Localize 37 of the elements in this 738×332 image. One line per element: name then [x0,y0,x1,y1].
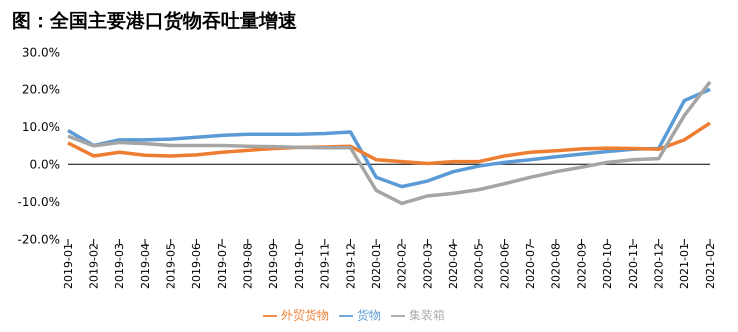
x-tick-label: 2020-01 [370,243,383,289]
x-tick-label: 2019-01 [62,243,75,289]
x-tick-label: 2020-02 [396,243,409,289]
x-tick-label: 2020-12 [652,243,666,289]
x-tick-label: 2020-08 [550,243,563,289]
x-tick-label: 2020-04 [447,243,460,289]
x-tick-label: 2019-06 [190,243,204,289]
x-tick-label: 2019-08 [242,243,255,289]
y-tick-label: 0.0% [30,157,60,172]
x-tick-label: 2019-11 [318,243,332,289]
x-tick-label: 2020-07 [524,243,538,289]
x-tick-label: 2020-10 [601,243,614,289]
x-tick-label: 2019-09 [267,243,280,289]
x-tick-label: 2019-04 [138,243,152,289]
x-tick-label: 2020-05 [472,243,486,289]
x-tick-label: 2020-11 [626,243,640,289]
chart-title: 图：全国主要港口货物吞吐量增速 [12,9,298,34]
x-tick-label: 2020-03 [421,243,434,289]
x-tick-label: 2019-03 [113,243,126,289]
x-tick-label: 2020-06 [498,243,512,289]
x-tick-label: 2019-12 [344,243,358,289]
line-series [66,80,712,206]
legend-label: 货物 [357,308,381,322]
y-tick-label: 10.0% [22,120,60,134]
y-tick-label: -10.0% [18,194,60,209]
y-tick-label: 20.0% [22,82,60,97]
x-tick-label: 2020-09 [575,243,588,289]
x-tick-label: 2019-05 [164,243,178,289]
legend-label: 集装箱 [409,308,445,322]
y-tick-label: -20.0% [18,232,60,246]
y-tick-label: 30.0% [22,45,60,60]
x-tick-label: 2019-02 [87,243,100,289]
legend-label: 外贸货物 [281,308,329,322]
x-tick-label: 2021-02 [704,243,717,289]
x-tick-label: 2019-10 [292,243,306,289]
x-tick-label: 2021-01 [678,243,692,289]
x-tick-label: 2019-07 [216,243,229,289]
